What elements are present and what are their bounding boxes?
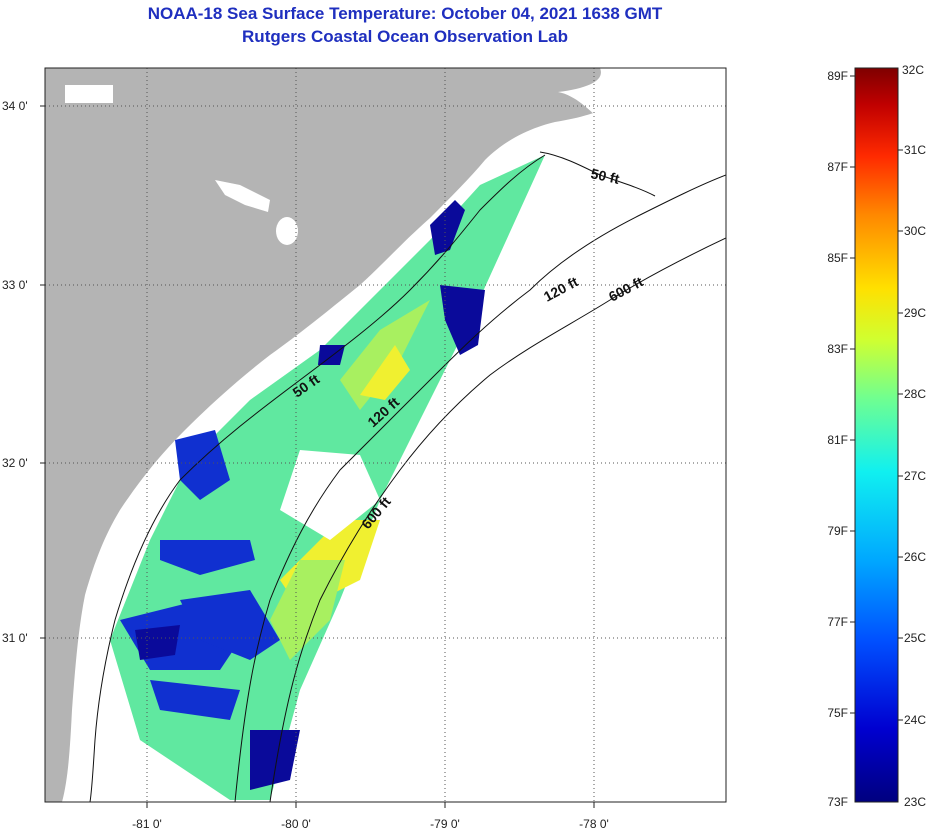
contour-120ft [234,174,726,802]
cb-f-79: 79F [827,524,848,538]
contour-label-600ft-north: 600 ft [606,273,646,304]
contour-label-50ft-north: 50 ft [589,165,621,187]
cb-f-77: 77F [827,615,848,629]
lake-shape [215,180,270,212]
contour-label-120ft-north: 120 ft [541,273,581,304]
cb-c-26: 26C [904,550,926,564]
cb-c-32: 32C [902,63,924,77]
cb-f-83: 83F [827,342,848,356]
land-mass [45,68,615,802]
cb-f-89: 89F [827,69,848,83]
contour-600ft [269,237,726,802]
cb-f-85: 85F [827,251,848,265]
lake-shape [276,217,298,245]
map-subtitle: Rutgers Coastal Ocean Observation Lab [242,27,568,46]
cb-f-75: 75F [827,706,848,720]
lon-label-79: -79 0' [430,817,460,831]
axis-ticks [40,105,595,808]
cb-c-28: 28C [904,387,926,401]
sst-swath [110,155,545,800]
lat-label-31: 31 0' [2,631,28,645]
colorbar-f-labels: 89F 87F 85F 83F 81F 79F 77F 75F 73F [827,69,848,809]
lat-label-32: 32 0' [2,456,28,470]
lon-label-80: -80 0' [281,817,311,831]
cb-c-24: 24C [904,713,926,727]
graticule [45,68,726,802]
cb-f-87: 87F [827,160,848,174]
colorbar-c-labels: 32C 31C 30C 29C 28C 27C 26C 25C 24C 23C [902,63,926,809]
cb-c-27: 27C [904,469,926,483]
cb-c-30: 30C [904,224,926,238]
cb-c-31: 31C [904,143,926,157]
cb-f-81: 81F [827,433,848,447]
cb-c-23: 23C [904,795,926,809]
cb-c-29: 29C [904,306,926,320]
lat-label-33: 33 0' [2,278,28,292]
cb-f-73: 73F [827,795,848,809]
lon-label-78: -78 0' [579,817,609,831]
lon-label-81: -81 0' [132,817,162,831]
contour-50ft [89,151,656,802]
lake-shape [65,85,113,103]
lat-label-34: 34 0' [2,99,28,113]
map-frame [44,67,727,803]
cb-c-25: 25C [904,631,926,645]
colorbar [854,67,899,803]
colorbar-ticks [850,75,903,721]
sound-water [558,68,726,190]
map-title: NOAA-18 Sea Surface Temperature: October… [147,4,663,23]
